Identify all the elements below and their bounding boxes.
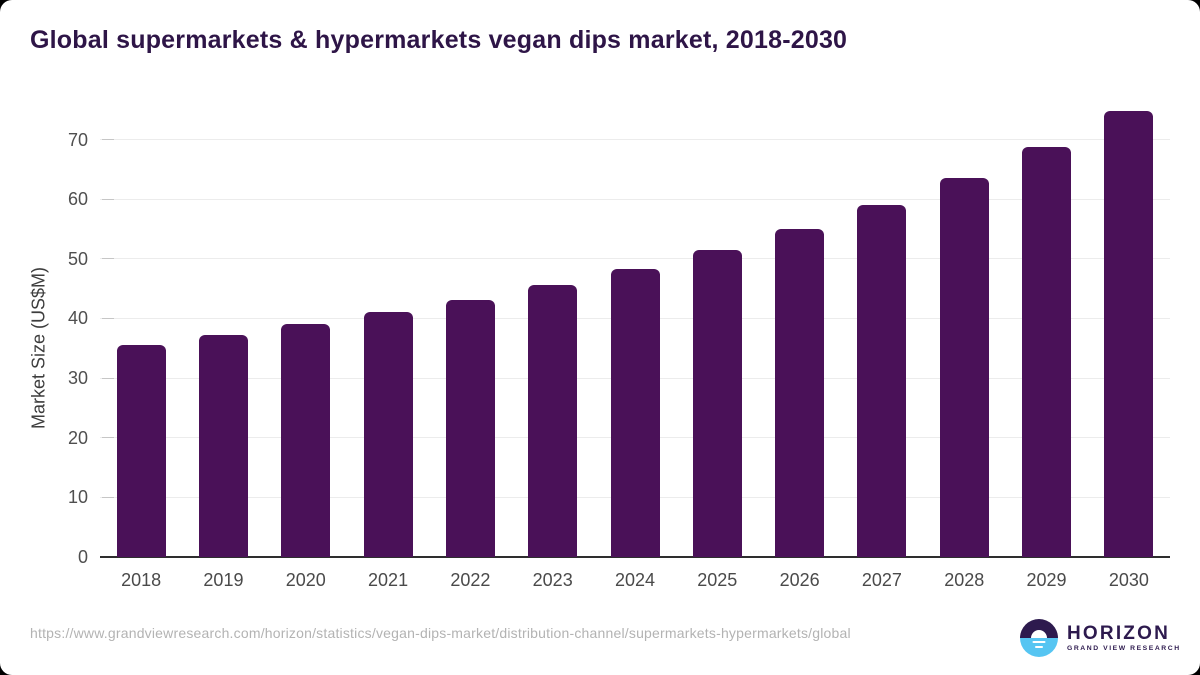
y-tick-label: 10 (67, 487, 88, 508)
source-url: https://www.grandviewresearch.com/horizo… (30, 625, 851, 641)
logo-reflection-line (1032, 641, 1046, 644)
y-tick-mark (102, 139, 114, 140)
chart-title: Global supermarkets & hypermarkets vegan… (30, 26, 848, 54)
logo-brand-name: HORIZON (1067, 623, 1171, 644)
logo-subbrand-name: GRAND VIEW RESEARCH (1067, 645, 1181, 652)
x-axis-line (100, 556, 1170, 558)
logo-reflection-line (1035, 646, 1043, 649)
y-tick-label: 30 (67, 368, 88, 389)
chart-bar-2024[interactable] (610, 268, 660, 557)
chart-bar-2023[interactable] (528, 285, 578, 557)
chart-bar-2029[interactable] (1022, 147, 1072, 557)
logo-text: HORIZON GRAND VIEW RESEARCH (1067, 624, 1181, 652)
chart-bar-2030[interactable] (1104, 110, 1154, 557)
y-tick-label: 20 (67, 427, 88, 448)
horizon-logo-icon (1020, 619, 1058, 657)
y-tick-label: 40 (67, 308, 88, 329)
x-tick-label: 2026 (779, 570, 820, 590)
y-tick-label: 50 (67, 248, 88, 269)
x-tick-label: 2022 (450, 570, 491, 590)
y-tick-mark (102, 496, 114, 498)
chart-bar-2021[interactable] (363, 312, 413, 557)
y-tick-label: 60 (67, 189, 88, 210)
horizon-logo[interactable]: HORIZON GRAND VIEW RESEARCH (1020, 619, 1181, 657)
chart-bar-2027[interactable] (857, 205, 907, 557)
chart-bar-2019[interactable] (198, 335, 248, 557)
chart-bar-2026[interactable] (775, 228, 825, 557)
y-tick-label: 70 (67, 129, 88, 150)
chart-bar-2022[interactable] (445, 299, 495, 557)
y-tick-mark (102, 258, 114, 260)
x-tick-label: 2029 (1026, 570, 1067, 590)
x-tick-label: 2018 (121, 570, 162, 590)
x-tick-label: 2025 (697, 570, 738, 590)
logo-sun-icon (1031, 630, 1047, 638)
chart-bar-2018[interactable] (116, 345, 166, 557)
x-tick-label: 2027 (861, 570, 902, 590)
y-tick-label: 0 (77, 547, 88, 567)
y-tick-mark (102, 198, 114, 200)
chart-bar-2020[interactable] (281, 324, 331, 557)
x-tick-label: 2019 (203, 570, 244, 590)
y-gridline (100, 139, 1170, 140)
y-tick-mark (102, 437, 114, 439)
x-tick-label: 2024 (614, 570, 656, 590)
x-tick-label: 2030 (1108, 570, 1149, 590)
chart-bar-2028[interactable] (939, 178, 989, 557)
y-gridline (100, 258, 1170, 260)
y-tick-mark (102, 317, 114, 319)
chart-bar-2025[interactable] (692, 249, 742, 557)
y-gridline (100, 198, 1170, 200)
x-tick-label: 2028 (944, 570, 985, 590)
x-tick-label: 2020 (285, 570, 326, 590)
x-tick-label: 2023 (532, 570, 573, 590)
x-tick-label: 2021 (368, 570, 409, 590)
y-tick-mark (102, 377, 114, 379)
